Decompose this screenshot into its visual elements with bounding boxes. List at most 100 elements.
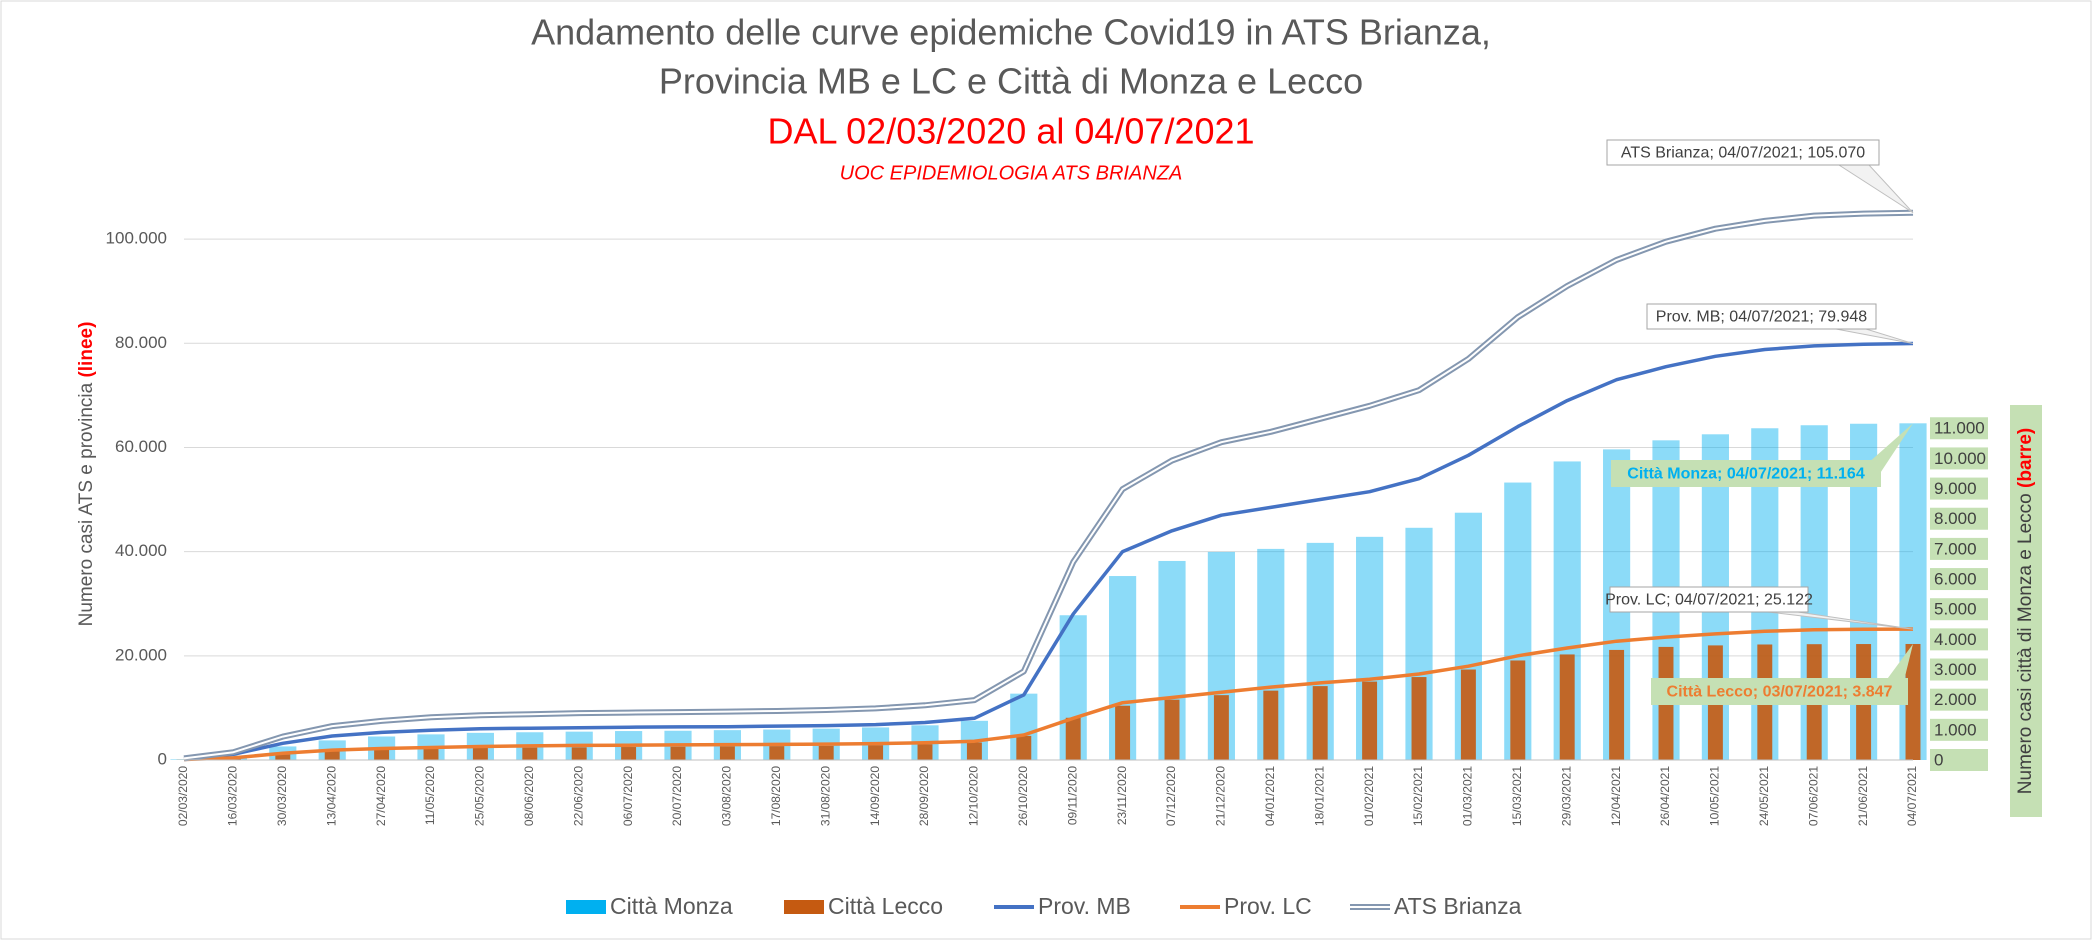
x-tick-label: 20/07/2020 (670, 766, 684, 826)
legend: Città Monza Città Lecco Prov. MB Prov. LC AT… (566, 893, 1522, 919)
bar (1115, 705, 1131, 760)
x-tick-label: 17/08/2020 (769, 766, 783, 826)
annotation-label: Città Monza; 04/07/2021; 11.164 (1627, 466, 1865, 483)
x-tick-label: 15/03/2021 (1510, 766, 1524, 826)
x-tick-label: 12/10/2020 (967, 766, 981, 826)
y-tick-label: 100.000 (106, 229, 167, 248)
x-tick-label: 02/03/2020 (176, 766, 190, 826)
y2-tick-box (1930, 477, 1988, 500)
annotations: ATS Brianza; 04/07/2021; 105.070 Prov. MB… (1605, 139, 1914, 705)
bar (670, 746, 686, 760)
y2-tick-label: 5.000 (1934, 600, 1977, 619)
y2-tick-box (1930, 628, 1988, 651)
x-tick-label: 23/11/2020 (1115, 766, 1129, 825)
bar (1460, 669, 1476, 760)
bar (769, 746, 785, 760)
y2-tick-box (1930, 417, 1988, 440)
bar (423, 748, 439, 760)
legend-label: Città Lecco (828, 893, 943, 919)
bar (621, 747, 637, 760)
x-tick-label: 13/04/2020 (324, 766, 338, 826)
x-tick-label: 04/07/2021 (1905, 766, 1919, 826)
y-tick-label: 40.000 (115, 541, 167, 560)
annotation-label: ATS Brianza; 04/07/2021; 105.070 (1621, 145, 1865, 162)
x-tick-label: 01/03/2021 (1461, 766, 1475, 826)
x-tick-label: 04/01/2021 (1263, 766, 1277, 826)
x-tick-label: 03/08/2020 (720, 766, 734, 826)
chart-title: Andamento delle curve epidemiche Covid19… (531, 12, 1491, 53)
bar (522, 747, 538, 760)
x-tick-label: 30/03/2020 (275, 766, 289, 826)
annotation-box (1611, 460, 1881, 487)
y2-tick-box (1930, 447, 1988, 470)
annotation-box (1606, 139, 1880, 166)
legend-label: ATS Brianza (1394, 893, 1522, 919)
bar (1263, 690, 1279, 760)
bar (1213, 695, 1229, 760)
y2-tick-label: 7.000 (1934, 539, 1977, 558)
x-tick-label: 14/09/2020 (868, 766, 882, 826)
y2-tick-box (1930, 598, 1988, 621)
chart-title: Provincia MB e LC e Città di Monza e Lec… (659, 61, 1363, 102)
y2-tick-box (1930, 749, 1988, 771)
x-tick-label: 09/11/2020 (1065, 766, 1079, 825)
legend-label: Prov. LC (1224, 893, 1312, 919)
x-tick-label: 08/06/2020 (522, 766, 536, 826)
bar (917, 744, 933, 760)
y2-tick-box (1930, 568, 1988, 591)
bar (324, 750, 340, 760)
y2-tick-label: 9.000 (1934, 479, 1977, 498)
y2-tick-label: 10.000 (1934, 449, 1986, 468)
chart-source: UOC EPIDEMIOLOGIA ATS BRIANZA (840, 162, 1183, 184)
annotation-label: Prov. MB; 04/07/2021; 79.948 (1656, 309, 1868, 326)
x-tick-label: 12/04/2021 (1609, 766, 1623, 826)
x-tick-label: 01/02/2021 (1362, 766, 1376, 826)
bar (1510, 660, 1526, 760)
y2-axis-title-box (2010, 405, 2042, 817)
y2-tick-box (1930, 537, 1988, 560)
bar (966, 742, 982, 760)
bar (1411, 677, 1427, 760)
y2-tick-label: 2.000 (1934, 690, 1977, 709)
legend-label: Prov. MB (1038, 893, 1131, 919)
lines (183, 209, 1914, 762)
x-tick-label: 15/02/2021 (1411, 766, 1425, 826)
x-tick-label: 24/05/2021 (1757, 766, 1771, 826)
x-tick-label: 28/09/2020 (917, 766, 931, 826)
x-tick-label: 18/01/2021 (1312, 766, 1326, 826)
y2-axis-title: Numero casi città di Monza e Lecco (barr… (2015, 428, 2036, 794)
bar (571, 747, 587, 760)
y-axis-title: Numero casi ATS e provincia (linee) (76, 322, 97, 627)
annotation-box (1609, 586, 1809, 613)
bar (1016, 735, 1032, 760)
annotation-label: Città Lecco; 03/07/2021; 3.847 (1667, 684, 1893, 701)
annotation-box (1651, 678, 1908, 705)
y2-tick-label: 8.000 (1934, 509, 1977, 528)
legend-swatch (566, 900, 606, 914)
x-tick-label: 07/12/2020 (1164, 766, 1178, 826)
y2-tick-label: 0 (1934, 750, 1943, 769)
y-axis-title-text: Numero casi ATS e provincia (76, 378, 97, 627)
y2-tick-box (1930, 718, 1988, 741)
y-tick-label: 80.000 (115, 333, 167, 352)
annotation-box (1646, 303, 1877, 330)
line-series (183, 211, 1914, 760)
y2-tick-label: 11.000 (1934, 419, 1985, 438)
bar (1559, 654, 1575, 760)
y-axis-title-text: (linee) (76, 322, 97, 378)
bar (1905, 643, 1921, 760)
y2-tick-label: 6.000 (1934, 570, 1977, 589)
bar (818, 745, 834, 760)
chart-subtitle: DAL 02/03/2020 al 04/07/2021 (767, 111, 1254, 152)
bar (1065, 717, 1081, 760)
bar (472, 747, 488, 760)
x-tick-label: 10/05/2021 (1708, 766, 1722, 826)
x-tick-label: 16/03/2020 (226, 766, 240, 826)
x-tick-label: 26/04/2021 (1658, 766, 1672, 826)
y-tick-label: 20.000 (115, 645, 167, 664)
y2-tick-box (1930, 688, 1988, 711)
axes: 0 20.000 40.000 60.000 80.000 100.000 0 1.000 2.… (106, 229, 1988, 826)
annotation-label: Prov. LC; 04/07/2021; 25.122 (1605, 592, 1813, 609)
